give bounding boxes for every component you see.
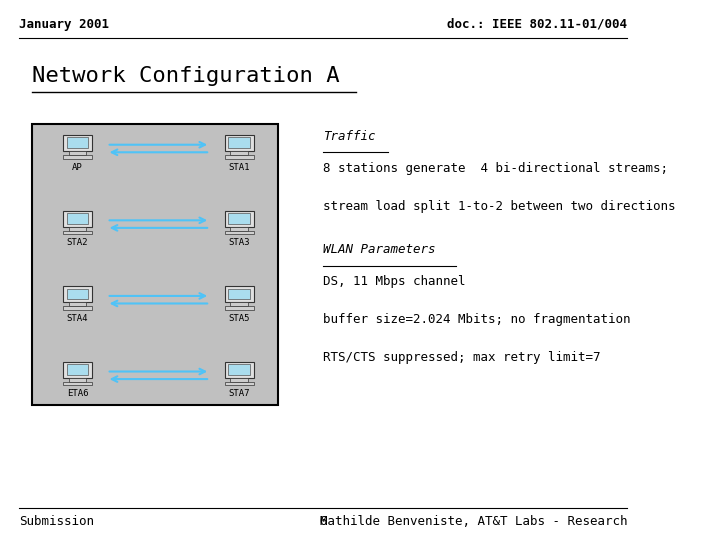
- Text: buffer size=2.024 Mbits; no fragmentation: buffer size=2.024 Mbits; no fragmentatio…: [323, 313, 631, 326]
- Bar: [69, 302, 86, 306]
- Bar: [63, 286, 92, 302]
- Bar: [63, 306, 92, 310]
- Bar: [63, 156, 92, 159]
- Text: 8 stations generate  4 bi-directional streams;: 8 stations generate 4 bi-directional str…: [323, 162, 668, 175]
- Text: RTS/CTS suppressed; max retry limit=7: RTS/CTS suppressed; max retry limit=7: [323, 351, 600, 364]
- Bar: [63, 382, 92, 386]
- Text: STA3: STA3: [228, 238, 250, 247]
- Bar: [228, 288, 250, 299]
- Bar: [32, 124, 278, 405]
- Text: Network Configuration A: Network Configuration A: [32, 65, 340, 86]
- Bar: [225, 286, 253, 302]
- Bar: [67, 364, 89, 375]
- Text: DS, 11 Mbps channel: DS, 11 Mbps channel: [323, 275, 466, 288]
- Text: January 2001: January 2001: [19, 18, 109, 31]
- Bar: [69, 151, 86, 156]
- Text: stream load split 1-to-2 between two directions: stream load split 1-to-2 between two dir…: [323, 200, 676, 213]
- Bar: [230, 302, 248, 306]
- Bar: [63, 211, 92, 227]
- Bar: [225, 382, 253, 386]
- Bar: [63, 362, 92, 378]
- Bar: [67, 288, 89, 299]
- Text: ETA6: ETA6: [67, 389, 89, 399]
- Bar: [63, 231, 92, 234]
- Text: STA1: STA1: [228, 163, 250, 172]
- Bar: [228, 138, 250, 148]
- Bar: [228, 213, 250, 224]
- Text: AP: AP: [72, 163, 83, 172]
- Text: doc.: IEEE 802.11-01/004: doc.: IEEE 802.11-01/004: [447, 18, 627, 31]
- Text: Mathilde Benveniste, AT&T Labs - Research: Mathilde Benveniste, AT&T Labs - Researc…: [320, 515, 627, 528]
- Bar: [230, 378, 248, 382]
- Bar: [225, 306, 253, 310]
- Bar: [225, 156, 253, 159]
- Text: Submission: Submission: [19, 515, 94, 528]
- Bar: [69, 227, 86, 231]
- Bar: [230, 227, 248, 231]
- Bar: [230, 151, 248, 156]
- Bar: [225, 231, 253, 234]
- Text: 6: 6: [320, 515, 327, 528]
- Text: STA5: STA5: [228, 314, 250, 323]
- Bar: [67, 138, 89, 148]
- Bar: [225, 211, 253, 227]
- Bar: [228, 364, 250, 375]
- Bar: [69, 378, 86, 382]
- Text: STA4: STA4: [67, 314, 89, 323]
- Text: STA2: STA2: [67, 238, 89, 247]
- Text: Traffic: Traffic: [323, 130, 376, 143]
- Text: STA7: STA7: [228, 389, 250, 399]
- Text: WLAN Parameters: WLAN Parameters: [323, 243, 436, 256]
- Bar: [225, 135, 253, 151]
- Bar: [225, 362, 253, 378]
- Bar: [63, 135, 92, 151]
- Bar: [67, 213, 89, 224]
